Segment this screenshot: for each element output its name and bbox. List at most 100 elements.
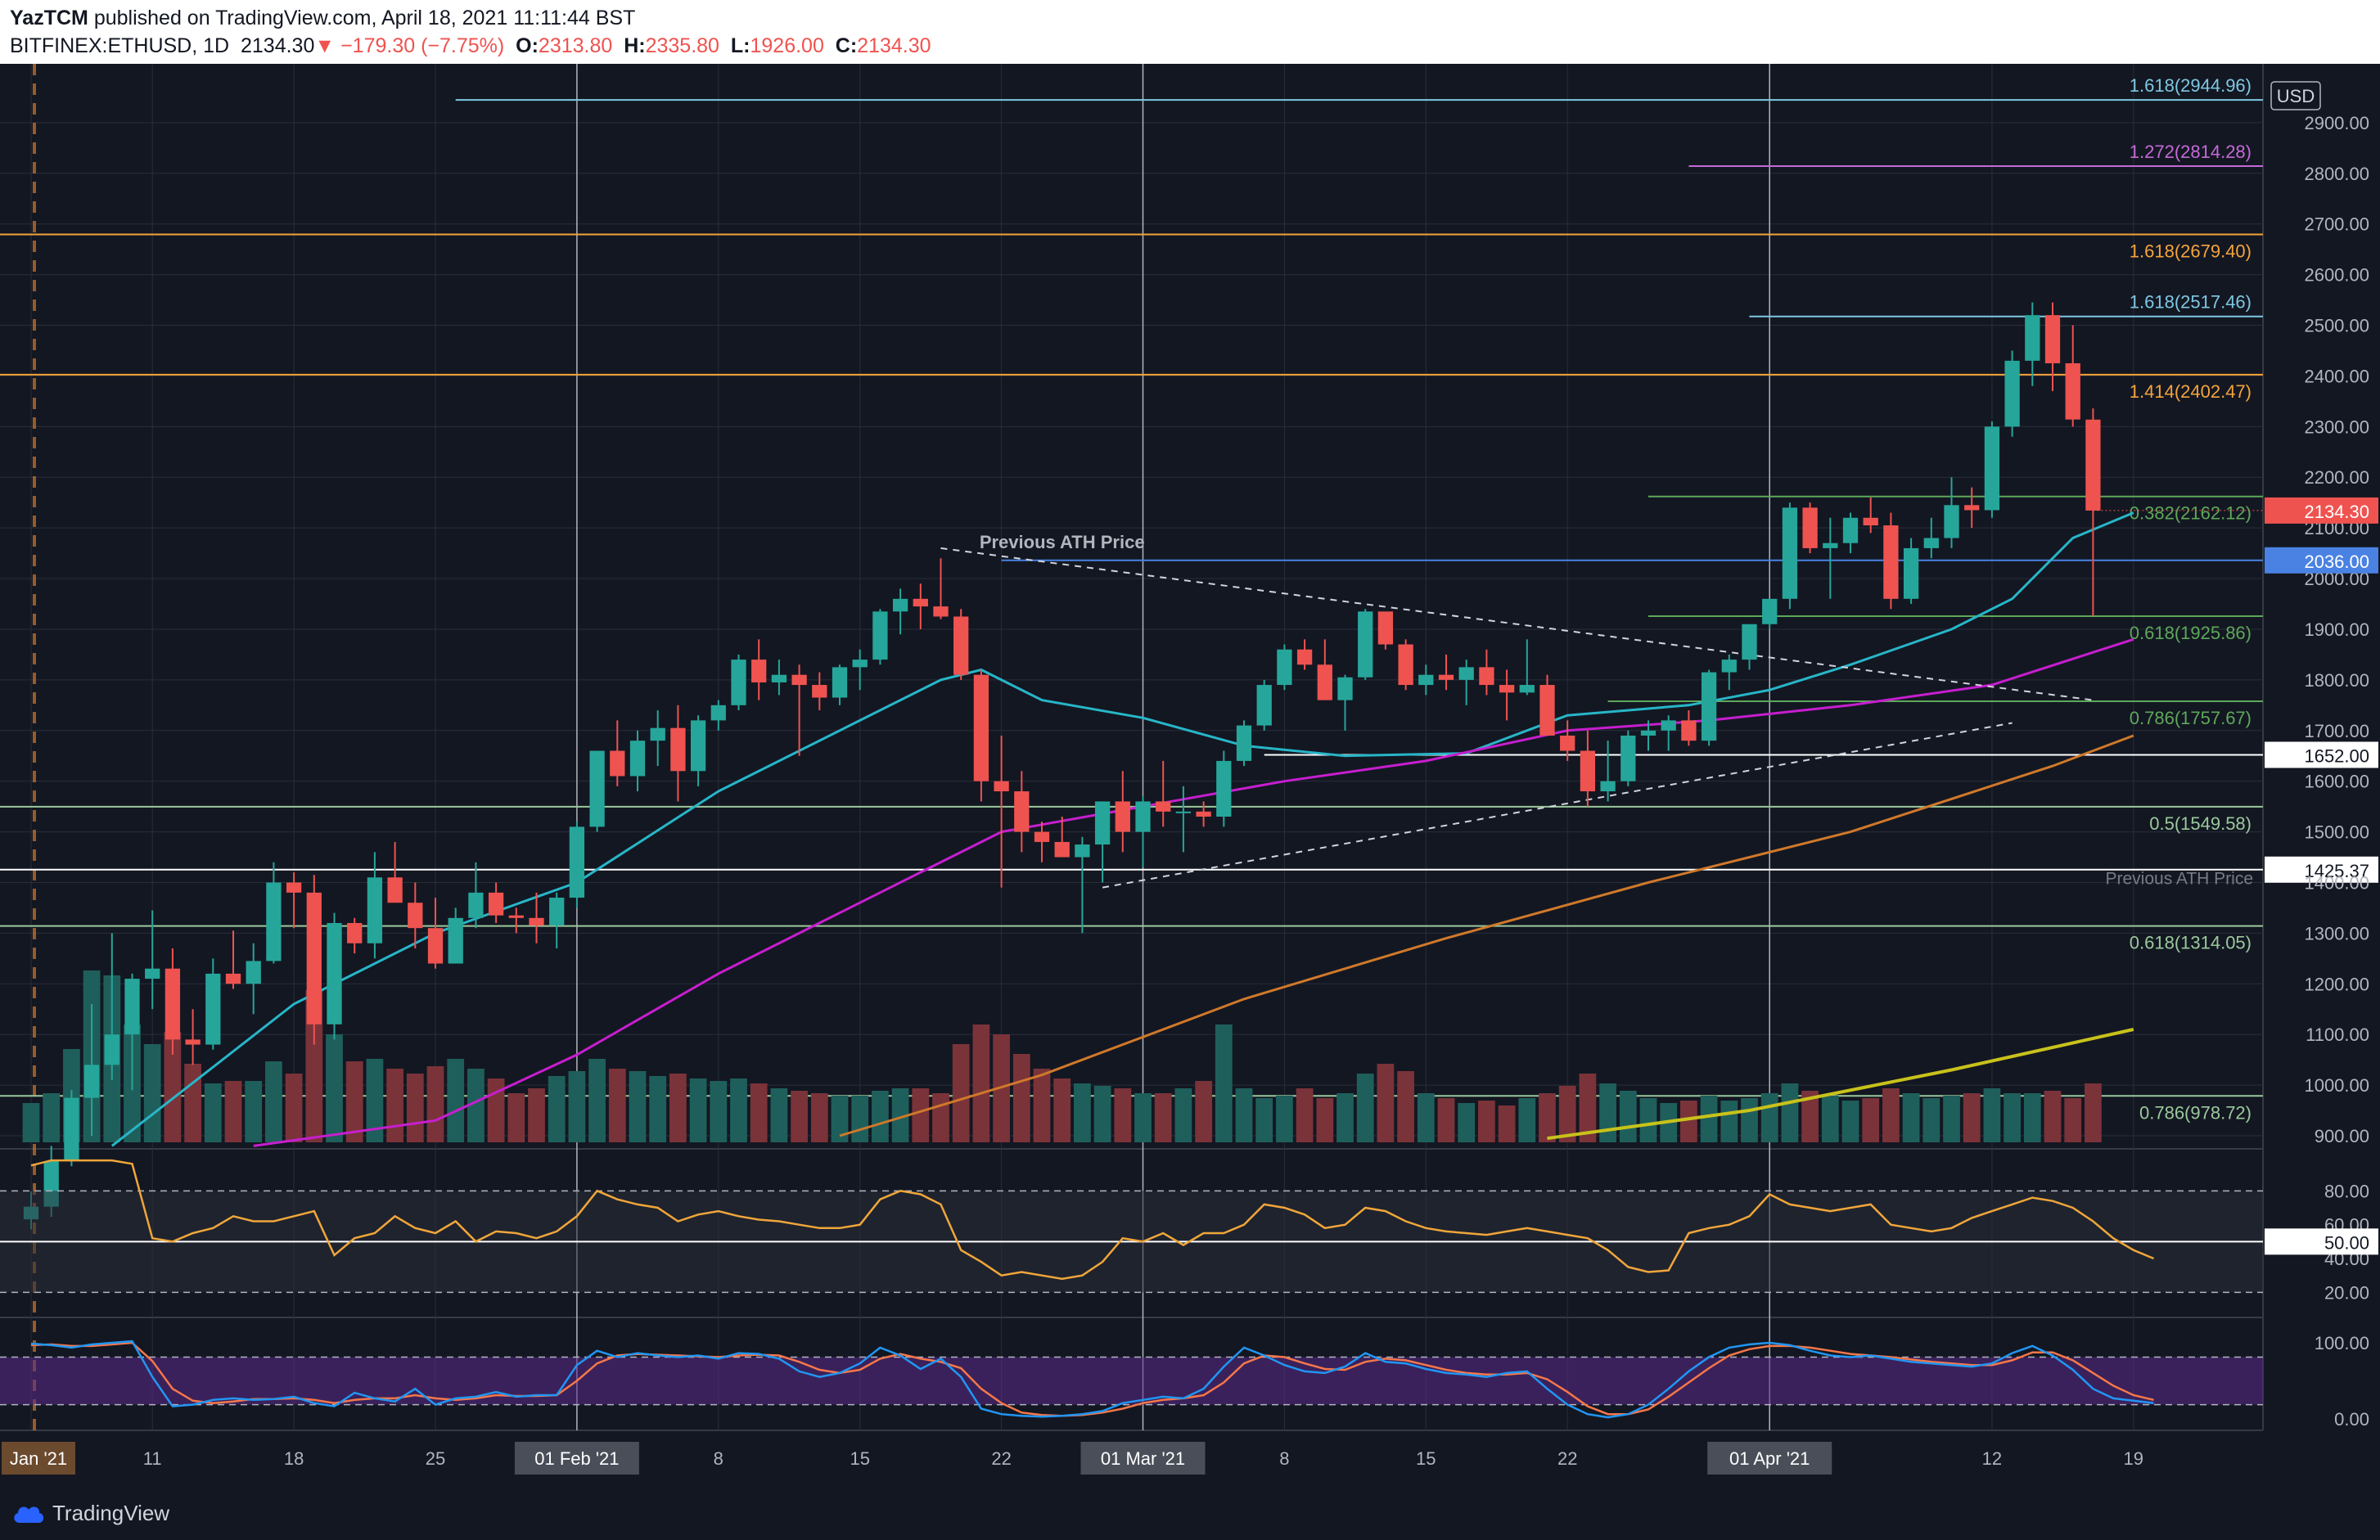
currency-box [2270,81,2321,110]
candle [832,664,848,705]
cloud-icon [14,1506,44,1523]
candle-body [569,826,585,898]
publisher-name[interactable]: YazTCM [10,7,88,29]
volume-bar [2085,1083,2102,1142]
candles[interactable] [23,302,2101,1230]
time-axis[interactable]: Jan '21 11 18 25 01 Feb '21 8 15 22 01 Mar '21 8 1… [2,1442,2143,1475]
candle [1175,786,1192,853]
volume-bar [952,1044,970,1142]
candle [529,892,544,943]
volume-bar [972,1024,990,1142]
candle [629,730,646,792]
volume-bar [2004,1093,2021,1142]
candle-body [1539,685,1555,736]
last-price-tag-label: 2134.30 [2304,502,2369,522]
candle [690,715,706,786]
volume-bar [710,1081,728,1142]
candle-body [529,917,544,926]
time-tick-label: 22 [1557,1448,1577,1469]
time-tag [1707,1442,1832,1475]
volume-bar [143,1044,161,1142]
volume-bar [770,1088,788,1142]
volume-bar [406,1074,424,1142]
price-tick-label: 900.00 [2315,1126,2369,1146]
candle [1580,730,1596,807]
candle-body [1721,660,1737,673]
stoch-k-line [30,1340,2154,1419]
candle-body [1863,517,1878,526]
symbol-label[interactable]: BITFINEX:ETHUSD, 1D [10,34,230,57]
candle [994,735,1009,888]
candle [1560,720,1575,761]
volume-bar [1558,1086,1576,1142]
price-chart[interactable]: 1.618(2944.96) 1.272(2814.28) 1.618(2679.4… [0,64,2380,1491]
candle [710,700,726,731]
candle-body [1903,547,1919,599]
candle-body [1216,760,1232,817]
volume-bar [1356,1074,1374,1142]
candle [1236,720,1252,767]
candle-body [2085,419,2101,511]
candle-body [408,903,423,929]
volume-bar [1963,1093,1981,1142]
candle-body [1075,844,1090,858]
volume-bar [1862,1098,1880,1142]
volume-bar [366,1059,384,1142]
candle-body [994,781,1009,792]
candle [1014,771,1030,853]
volume-bar [1458,1103,1476,1142]
time-tick-label: 8 [1279,1448,1289,1469]
candle-body [266,882,282,961]
candle-body [1984,426,2000,511]
candle-body [791,674,807,686]
candle-body [710,705,726,721]
volume-bar [932,1093,949,1142]
candle-body [771,674,787,682]
candle-body [852,660,868,668]
candle [165,948,181,1055]
volume-bar [608,1069,626,1142]
candle-body [892,598,908,612]
brand-name: TradingView [52,1501,170,1525]
volume-bar [2023,1093,2041,1142]
candle [1256,679,1272,731]
volume-bar [265,1061,282,1142]
price-axis[interactable]: 1652.00 1425.37 900.00 1000.00 1100.00 1200.0… [2265,81,2378,1430]
volume-bar [1539,1093,1556,1142]
candle-body [1681,720,1697,741]
volume-bar [1154,1093,1172,1142]
volume-bar [305,990,323,1142]
time-tick-label: 18 [284,1448,304,1469]
candle [1135,796,1151,867]
candle-body [1883,525,1899,599]
candle [569,822,585,908]
candle-body [1458,667,1474,680]
fib-level-label: 1.618(2679.40) [2130,241,2252,261]
candle [1156,760,1171,827]
candle-body [1842,517,1859,543]
candle [367,852,383,959]
fib-level-label: 0.382(2162.12) [2130,503,2252,524]
price-tick-label: 2900.00 [2304,113,2369,133]
candle-body [1398,644,1413,686]
volume-bar [507,1093,525,1142]
candle [1337,674,1353,731]
volume-bar [1619,1091,1637,1142]
volume-bar [164,1032,182,1142]
candle-body [1196,811,1211,817]
price-tag [2265,741,2378,768]
candle [892,588,908,635]
fib-level-label: 0.618(1925.86) [2130,623,2252,643]
candle [1984,421,2000,518]
time-tag-label: Jan '21 [10,1448,67,1469]
volume-bar [1720,1101,1738,1142]
candle-body [327,923,342,1024]
volume-bar [447,1059,465,1142]
price-tick-label: 2800.00 [2304,164,2369,184]
footer: TradingView [0,1491,2380,1540]
rsi-tick-label: 20.00 [2324,1282,2369,1303]
tradingview-logo[interactable]: TradingView [11,1501,169,1526]
candle-body [83,1065,100,1098]
volume-bar [1336,1093,1354,1142]
candle [2044,302,2061,391]
